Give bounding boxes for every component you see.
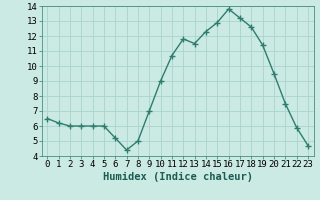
X-axis label: Humidex (Indice chaleur): Humidex (Indice chaleur) bbox=[103, 172, 252, 182]
